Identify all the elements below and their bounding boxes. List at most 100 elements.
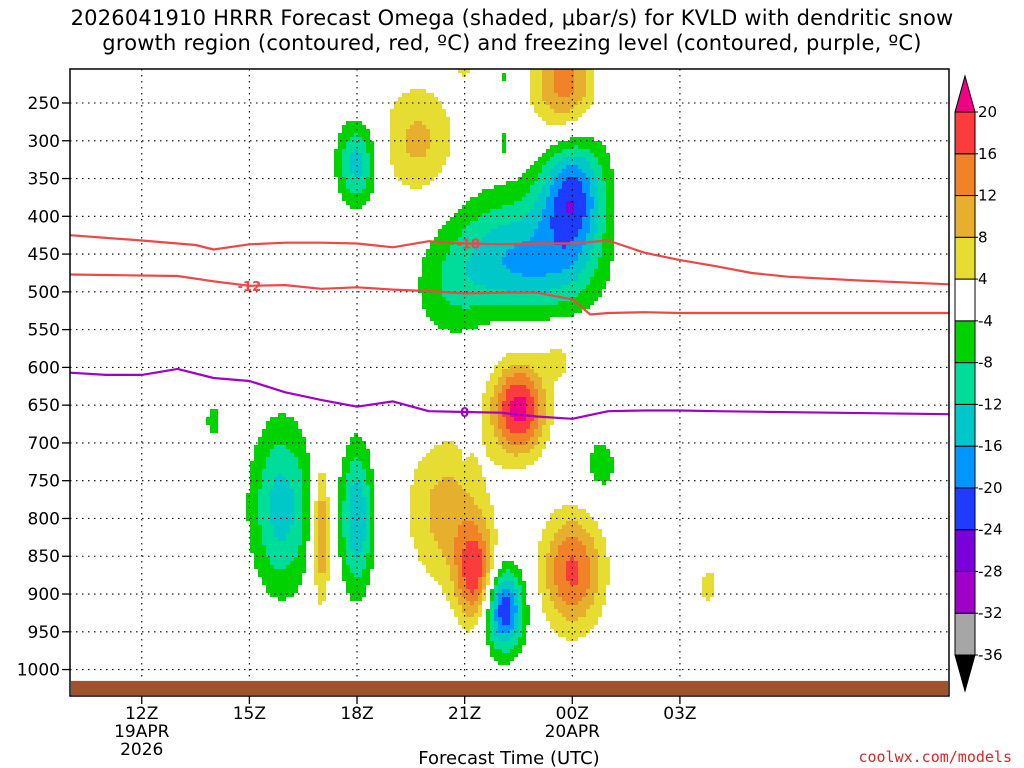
omega-cell: [502, 465, 526, 469]
omega-cell: [570, 581, 578, 585]
omega-cell: [458, 237, 482, 241]
omega-cell: [542, 597, 550, 601]
omega-cell: [318, 489, 326, 493]
omega-cell: [410, 497, 430, 501]
omega-cell: [486, 577, 490, 581]
omega-cell: [438, 545, 454, 549]
omega-cell: [410, 505, 430, 509]
omega-cell: [586, 529, 602, 533]
omega-cell: [490, 625, 494, 629]
omega-cell: [462, 229, 490, 233]
omega-cell: [502, 405, 510, 409]
omega-cell: [606, 213, 614, 217]
omega-cell: [498, 629, 510, 633]
omega-cell: [506, 393, 530, 397]
omega-cell: [530, 209, 542, 213]
omega-cell: [594, 153, 610, 157]
omega-cell: [462, 625, 474, 629]
omega-cell: [486, 553, 490, 557]
omega-cell: [414, 477, 442, 481]
omega-cell: [266, 425, 298, 429]
omega-cell: [370, 537, 374, 541]
omega-cell: [534, 397, 538, 401]
omega-cell: [494, 621, 498, 625]
omega-cell: [494, 641, 518, 645]
omega-cell: [554, 573, 566, 577]
omega-cell: [290, 481, 302, 485]
omega-cell: [442, 293, 578, 297]
omega-cell: [510, 401, 526, 405]
omega-cell: [414, 469, 482, 473]
omega-cell: [490, 229, 534, 233]
omega-cell: [462, 233, 486, 237]
omega-cell: [478, 525, 486, 529]
omega-cell: [518, 621, 522, 625]
omega-cell: [490, 649, 502, 653]
omega-cell: [582, 217, 590, 221]
omega-cell: [494, 589, 498, 593]
omega-cell: [430, 517, 486, 521]
omega-cell: [550, 145, 574, 149]
omega-cell: [478, 241, 522, 245]
omega-cell: [498, 621, 502, 625]
omega-cell: [346, 453, 370, 457]
omega-cell: [250, 469, 262, 473]
omega-cell: [314, 521, 318, 525]
omega-cell: [390, 109, 446, 113]
omega-cell: [294, 521, 302, 525]
x-tick-label: 18Z: [340, 704, 373, 724]
omega-cell: [578, 537, 594, 541]
omega-cell: [494, 657, 514, 661]
omega-cell: [546, 417, 554, 421]
omega-cell: [494, 601, 498, 605]
omega-cell: [446, 257, 470, 261]
omega-cell: [474, 613, 482, 617]
omega-cell: [554, 89, 574, 93]
omega-cell: [590, 253, 602, 257]
omega-cell: [482, 553, 486, 557]
omega-cell: [506, 265, 570, 269]
omega-cell: [338, 529, 342, 533]
omega-cell: [350, 513, 366, 517]
omega-cell: [598, 197, 606, 201]
omega-cell: [466, 577, 478, 581]
omega-cell: [318, 485, 326, 489]
omega-cell: [302, 501, 310, 505]
omega-cell: [534, 413, 538, 417]
omega-cell: [362, 485, 370, 489]
omega-cell: [530, 73, 542, 77]
omega-cell: [526, 169, 542, 173]
omega-cell: [410, 485, 434, 489]
omega-cell: [314, 529, 318, 533]
omega-cell: [554, 509, 586, 513]
omega-cell: [486, 453, 514, 457]
omega-cell: [534, 369, 566, 373]
omega-cell: [590, 277, 610, 281]
omega-cell: [346, 449, 370, 453]
omega-cell: [466, 457, 478, 461]
omega-cell: [562, 185, 582, 189]
omega-cell: [314, 549, 318, 553]
omega-cell: [250, 473, 262, 477]
omega-cell: [350, 165, 362, 169]
omega-cell: [442, 273, 466, 277]
omega-cell: [350, 137, 362, 141]
colorbar-label: 20: [978, 103, 997, 121]
omega-cell: [354, 457, 358, 461]
omega-cell: [526, 405, 534, 409]
omega-cell: [502, 369, 534, 373]
omega-cell: [498, 441, 510, 445]
omega-cell: [542, 433, 550, 437]
omega-cell: [210, 409, 218, 413]
omega-cell: [342, 533, 350, 537]
omega-cell: [370, 157, 374, 161]
omega-cell: [606, 185, 614, 189]
omega-cell: [602, 177, 614, 181]
omega-cell: [346, 585, 366, 589]
omega-cell: [298, 465, 310, 469]
omega-cell: [426, 149, 450, 153]
omega-cell: [586, 85, 594, 89]
omega-cell: [546, 409, 554, 413]
omega-cell: [526, 397, 534, 401]
omega-cell: [410, 493, 430, 497]
